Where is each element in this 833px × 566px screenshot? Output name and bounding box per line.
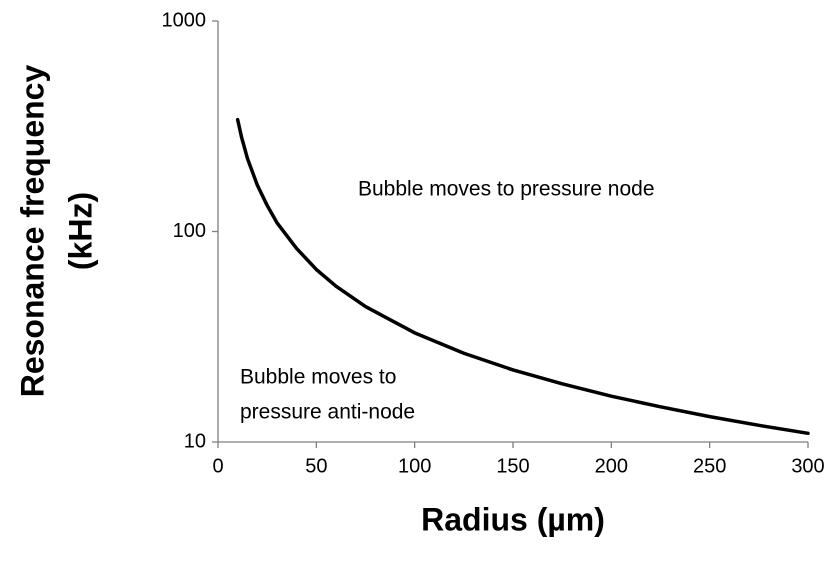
- y-tick-label: 100: [173, 220, 206, 242]
- annotation: Bubble moves to: [240, 366, 396, 389]
- x-tick-label: 100: [398, 455, 431, 477]
- y-axis-title: Resonance frequency (kHz): [14, 65, 98, 398]
- x-tick-label: 250: [693, 455, 726, 477]
- x-tick-label: 300: [791, 455, 824, 477]
- y-axis-title-line: (kHz): [62, 192, 98, 270]
- x-tick-label: 50: [305, 455, 327, 477]
- x-tick-label: 150: [496, 455, 529, 477]
- annotation: pressure anti-node: [240, 401, 415, 424]
- x-axis-title: Radius (µm): [421, 501, 605, 537]
- y-tick-label: 10: [184, 430, 206, 452]
- y-axis-title-line: Resonance frequency: [14, 65, 50, 398]
- x-tick-label: 0: [212, 455, 223, 477]
- line-series: [235, 117, 810, 436]
- y-tick-label: 1000: [162, 9, 207, 31]
- annotation: Bubble moves to pressure node: [358, 178, 655, 201]
- x-tick-label: 200: [595, 455, 628, 477]
